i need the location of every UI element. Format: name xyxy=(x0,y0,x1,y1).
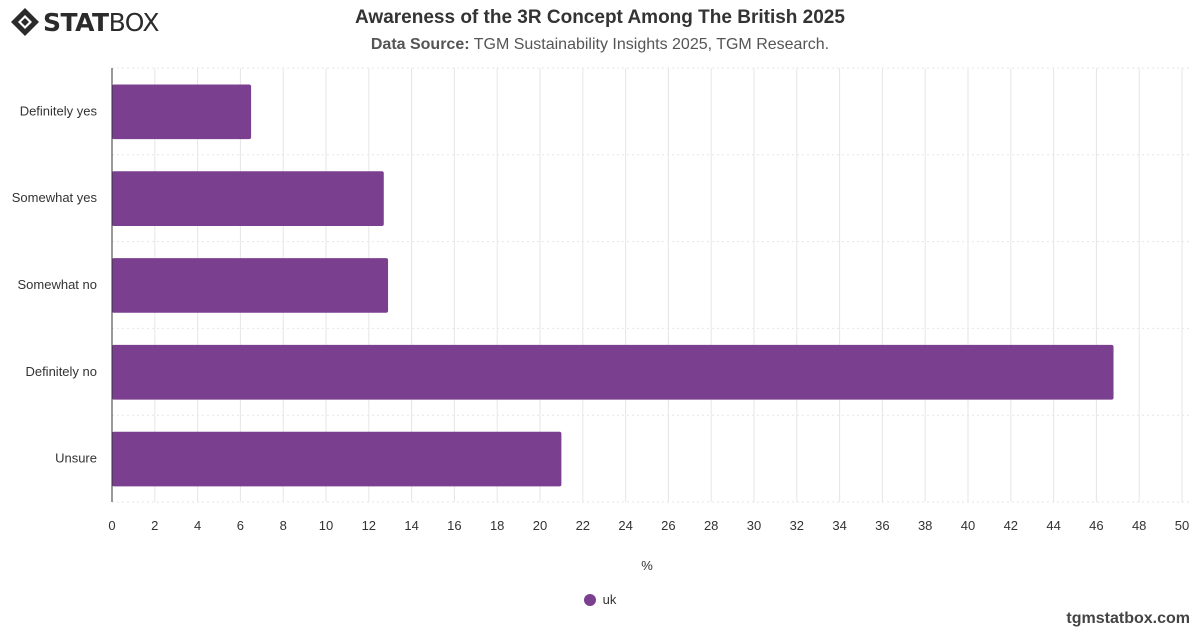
x-tick-label: 8 xyxy=(280,518,287,533)
x-axis-title: % xyxy=(641,558,653,573)
bar xyxy=(112,431,562,487)
x-tick-label: 38 xyxy=(918,518,932,533)
logo-bold-text: STAT xyxy=(43,7,109,37)
bar xyxy=(112,258,389,313)
bar xyxy=(112,171,384,226)
bar xyxy=(112,344,1114,400)
x-tick-label: 18 xyxy=(490,518,504,533)
x-tick-label: 26 xyxy=(661,518,675,533)
x-tick-label: 22 xyxy=(576,518,590,533)
statbox-wordmark: STATBOX xyxy=(43,7,160,37)
statbox-diamond-icon xyxy=(11,8,39,36)
legend-label-uk: uk xyxy=(602,592,617,607)
x-tick-label: 24 xyxy=(618,518,632,533)
x-tick-label: 4 xyxy=(194,518,201,533)
source-label: Data Source: xyxy=(370,36,470,53)
x-tick-label: 44 xyxy=(1046,518,1060,533)
x-tick-label: 20 xyxy=(533,518,547,533)
x-tick-label: 0 xyxy=(108,518,115,533)
source-text: TGM Sustainability Insights 2025, TGM Re… xyxy=(473,36,830,53)
x-tick-label: 6 xyxy=(237,518,244,533)
legend[interactable]: uk xyxy=(0,592,1200,607)
x-tick-label: 12 xyxy=(362,518,376,533)
category-label: Somewhat yes xyxy=(12,190,98,205)
bar xyxy=(112,84,252,140)
legend-swatch-uk xyxy=(583,593,596,606)
category-label: Unsure xyxy=(55,451,97,466)
category-label: Somewhat no xyxy=(18,277,98,292)
chart-title: Awareness of the 3R Concept Among The Br… xyxy=(355,7,845,28)
statbox-logo: STATBOX xyxy=(10,7,160,37)
x-tick-label: 50 xyxy=(1175,518,1189,533)
x-tick-label: 30 xyxy=(747,518,761,533)
watermark: tgmstatbox.com xyxy=(1066,610,1190,627)
x-tick-label: 36 xyxy=(875,518,889,533)
logo-light-text: BOX xyxy=(108,7,160,37)
x-tick-label: 14 xyxy=(404,518,418,533)
x-tick-label: 46 xyxy=(1089,518,1103,533)
x-tick-label: 48 xyxy=(1132,518,1146,533)
x-tick-label: 10 xyxy=(319,518,333,533)
x-tick-label: 34 xyxy=(832,518,846,533)
x-tick-label: 2 xyxy=(151,518,158,533)
x-tick-label: 32 xyxy=(790,518,804,533)
category-label: Definitely yes xyxy=(20,103,98,118)
x-tick-label: 40 xyxy=(961,518,975,533)
x-tick-label: 42 xyxy=(1004,518,1018,533)
x-tick-label: 16 xyxy=(447,518,461,533)
x-tick-label: 28 xyxy=(704,518,718,533)
category-label: Definitely no xyxy=(25,364,97,379)
chart-subtitle: Data Source: TGM Sustainability Insights… xyxy=(0,36,1200,54)
